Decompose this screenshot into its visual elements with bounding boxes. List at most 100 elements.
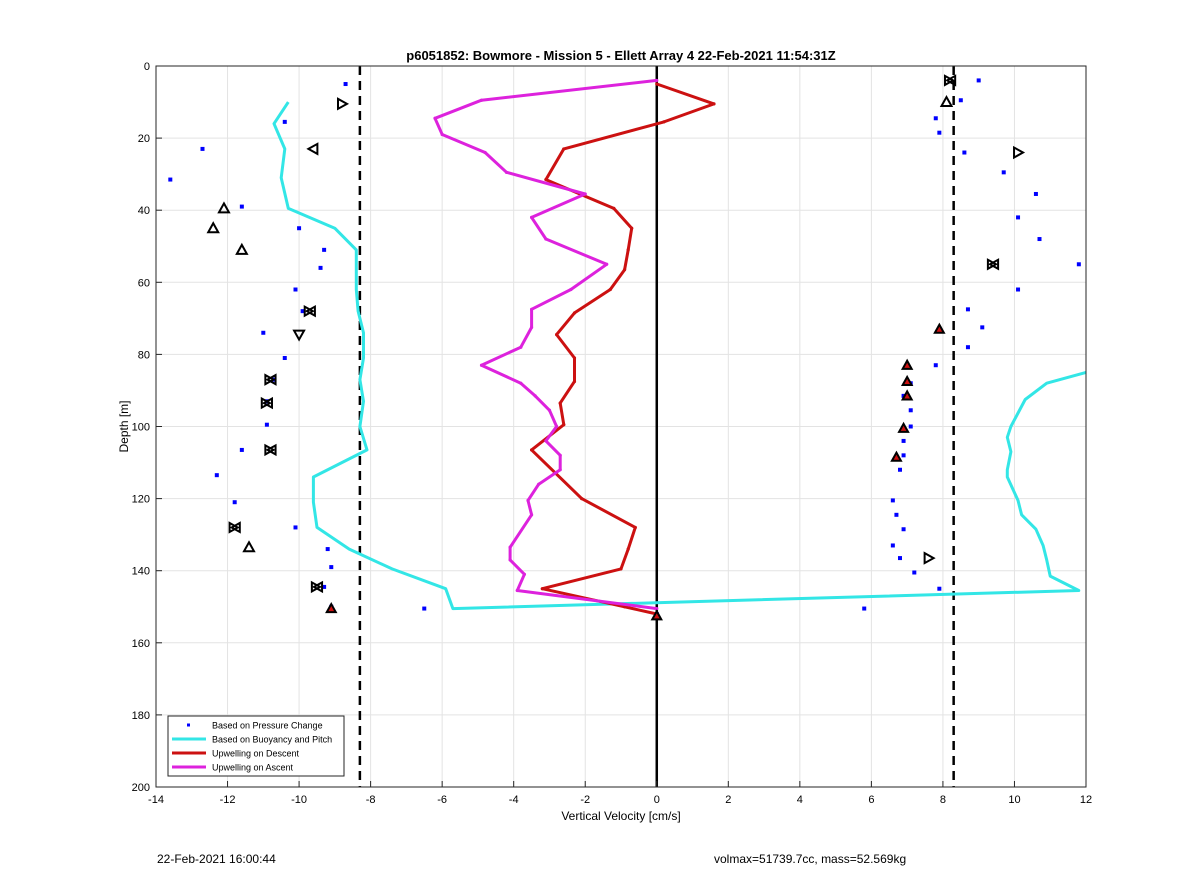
x-tick-label: 0 [654, 794, 660, 806]
paired-marker [229, 521, 241, 534]
x-tick-label: 2 [725, 794, 731, 806]
pressure-point [862, 606, 867, 611]
y-tick-label: 200 [132, 782, 150, 794]
footer-timestamp: 22-Feb-2021 16:00:44 [157, 852, 276, 866]
pressure-point [890, 543, 895, 548]
pressure-point [343, 82, 348, 87]
legend-label: Upwelling on Ascent [212, 763, 294, 773]
pressure-point [908, 408, 913, 413]
series-vertex [619, 567, 623, 571]
filled-marker [900, 374, 914, 387]
y-tick-label: 40 [138, 205, 150, 217]
triangle-up-marker [217, 201, 231, 214]
pressure-point [933, 116, 938, 121]
series-vertex [662, 120, 666, 124]
triangle-left-marker [306, 142, 319, 156]
pressure-point [958, 98, 963, 103]
series-vertex [580, 497, 584, 501]
footer-info: volmax=51739.7cc, mass=52.569kg [714, 852, 907, 866]
series-vertex [529, 513, 534, 517]
series [168, 78, 1087, 616]
pressure-point [1016, 215, 1021, 220]
series-vertex [558, 453, 562, 457]
triangle-right-marker [337, 97, 350, 111]
legend-label: Based on Pressure Change [212, 721, 323, 731]
pressure-point [965, 307, 970, 312]
series-vertex [544, 439, 548, 443]
filled-marker [933, 322, 946, 334]
pressure-point [422, 606, 427, 611]
series-vertex [626, 547, 630, 551]
y-axis-label: Depth [m] [117, 400, 131, 452]
legend-swatch [187, 723, 190, 727]
triangle-up-marker [206, 221, 220, 234]
series-vertex [612, 206, 616, 210]
markers [206, 74, 1026, 621]
pressure-point [965, 345, 970, 350]
series-vertex [555, 332, 559, 337]
series-vertex [529, 307, 534, 311]
series-vertex [519, 381, 523, 385]
series-line [433, 78, 657, 611]
pressure-point [898, 467, 902, 472]
pressure-point [282, 119, 287, 124]
filled-marker [900, 358, 914, 370]
chart-title: p6051852: Bowmore - Mission 5 - Ellett A… [406, 48, 835, 63]
pressure-point [325, 547, 330, 552]
series-vertex [544, 177, 548, 182]
series-vertex [555, 424, 559, 429]
series-vertex [504, 170, 509, 174]
x-axis-label: Vertical Velocity [cm/s] [561, 809, 680, 823]
x-tick-label: -10 [291, 794, 307, 806]
x-tick-label: -8 [366, 794, 376, 806]
pressure-point [239, 204, 244, 209]
x-tick-label: -4 [509, 794, 519, 806]
x-tick-label: 10 [1008, 794, 1020, 806]
pressure-point [962, 150, 967, 155]
series-vertex [562, 423, 566, 427]
pressure-point [890, 498, 895, 503]
triangle-up-marker [939, 94, 954, 108]
pressure-point [912, 570, 917, 575]
y-tick-label: 0 [144, 61, 150, 73]
series-vertex [479, 363, 484, 367]
x-tick-label: -2 [580, 794, 590, 806]
paired-marker [228, 521, 240, 534]
filled-marker [900, 389, 914, 401]
grid [155, 65, 1087, 788]
series-vertex [655, 82, 659, 86]
paired-marker [265, 373, 277, 386]
triangle-right-marker [1013, 145, 1026, 160]
y-tick-label: 20 [138, 133, 150, 145]
pressure-point [214, 473, 219, 478]
x-tick-label: -6 [437, 794, 447, 806]
paired-marker [310, 580, 323, 594]
y-tick-label: 100 [132, 422, 150, 434]
pressure-point [901, 438, 906, 443]
series-vertex [529, 325, 534, 329]
y-tick-label: 120 [132, 494, 150, 506]
series-vertex [529, 448, 534, 452]
series-vertex [558, 401, 562, 405]
series-vertex [583, 192, 587, 196]
paired-marker [260, 396, 272, 410]
pressure-point [976, 78, 981, 83]
series-vertex [608, 287, 612, 292]
paired-marker [304, 304, 316, 318]
series-vertex [569, 287, 573, 292]
x-tick-label: -12 [220, 794, 236, 806]
pressure-point [937, 586, 942, 591]
pressure-point [297, 226, 302, 231]
x-tick-label: 4 [797, 794, 803, 806]
series-vertex [526, 498, 530, 503]
pressure-point [293, 287, 298, 292]
pressure-point [1076, 262, 1081, 267]
paired-marker [303, 304, 315, 318]
pressure-point [322, 584, 327, 589]
series-vertex [633, 525, 637, 530]
series-vertex [655, 78, 659, 83]
pressure-point [1037, 237, 1042, 242]
triangle-up-marker [235, 242, 249, 255]
paired-marker [943, 74, 956, 87]
pressure-point [300, 309, 305, 314]
